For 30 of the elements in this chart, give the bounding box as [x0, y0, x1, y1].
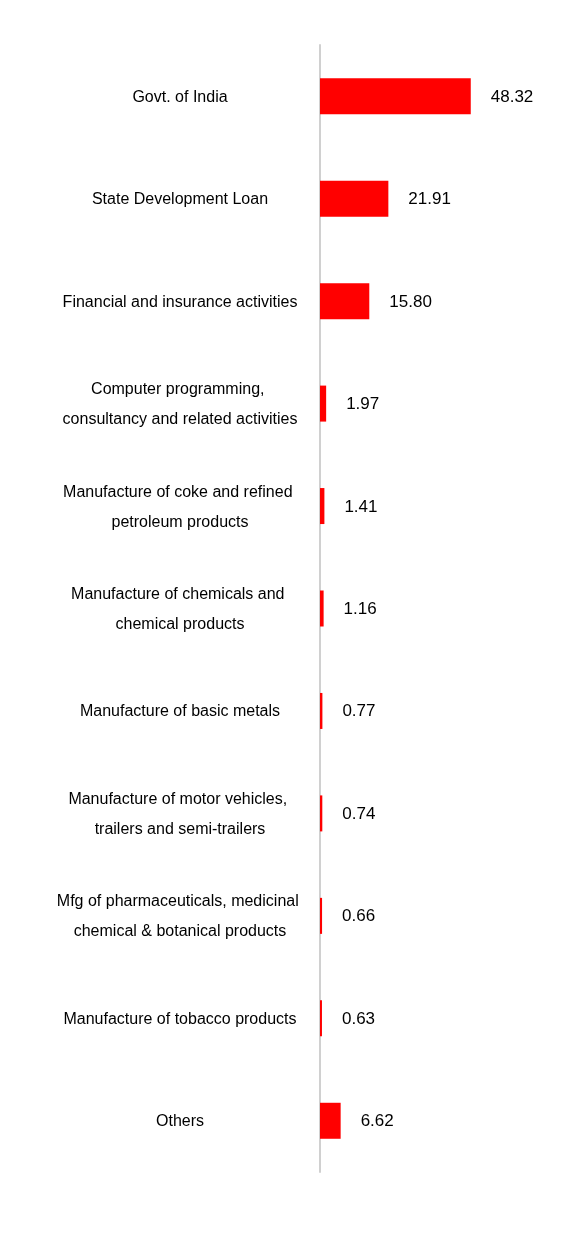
y-tick-label: State Development Loan	[91, 190, 269, 208]
bar	[320, 1102, 341, 1139]
data-label: 6.62	[360, 1111, 394, 1131]
bar	[320, 590, 324, 627]
bar	[320, 78, 471, 115]
data-label: 1.41	[344, 496, 378, 516]
y-tick-label: Manufacture of chemicals and chemical products	[71, 585, 289, 632]
data-label: 0.63	[341, 1008, 376, 1028]
data-label: 48.32	[490, 86, 534, 106]
bar	[320, 488, 325, 525]
data-label: 21.91	[408, 189, 451, 209]
y-tick-label: Others	[155, 1112, 205, 1130]
data-label: 0.66	[342, 906, 376, 926]
data-label: 15.80	[389, 291, 432, 311]
y-tick-label: Manufacture of coke and refined petroleum products	[63, 482, 297, 530]
y-tick-label: Govt. of India	[132, 87, 228, 105]
bar	[320, 385, 327, 422]
y-tick-label: Computer programming, consultancy and related activities	[62, 380, 298, 428]
bar	[320, 180, 389, 217]
y-tick-label: Financial and insurance activities	[62, 292, 298, 310]
y-tick-label: Mfg of pharmaceuticals, medicinal chemical & botanical products	[56, 892, 304, 940]
y-tick-label: Manufacture of basic metals	[79, 702, 281, 720]
data-label: 0.74	[342, 803, 376, 823]
data-label: 1.16	[343, 599, 377, 618]
y-tick-label: Manufacture of tobacco products	[63, 1009, 297, 1027]
data-label: 0.77	[342, 701, 376, 721]
bar	[320, 283, 370, 320]
bar	[320, 897, 323, 934]
data-label: 1.97	[346, 394, 380, 414]
y-tick-label: Manufacture of motor vehicles, trailers and semi-trailers	[68, 789, 292, 837]
